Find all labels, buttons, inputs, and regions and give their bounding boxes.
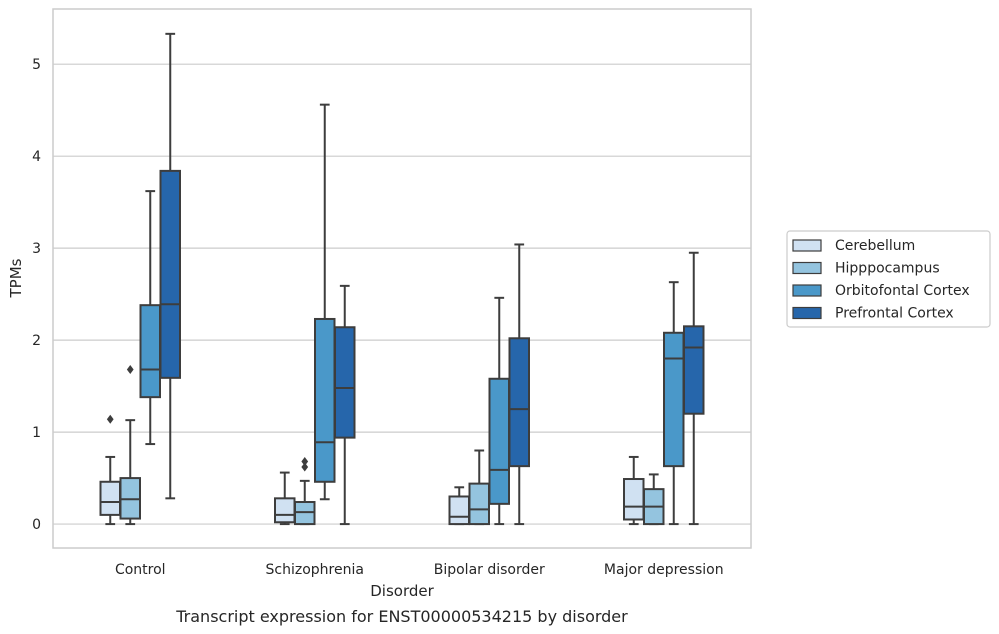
box-cerebellum-2 <box>448 486 470 526</box>
box-iqr <box>274 497 296 524</box>
box-orbitofontal-cortex-2 <box>488 296 510 526</box>
outlier-point <box>106 414 114 424</box>
box-iqr <box>488 377 510 505</box>
legend-swatch <box>792 306 822 320</box>
box-iqr <box>334 326 356 439</box>
box-prefrontal-cortex-3 <box>683 251 705 526</box>
box-hipppocampus-0 <box>119 365 141 526</box>
box-cerebellum-3 <box>623 455 645 526</box>
legend-label: Cerebellum <box>835 238 915 254</box>
x-tick-label: Schizophrenia <box>266 562 364 578</box>
y-tick-label: 4 <box>32 149 41 165</box>
y-tick-label: 2 <box>32 333 41 349</box>
y-tick-label: 1 <box>32 425 41 441</box>
box-iqr <box>683 325 705 415</box>
box-iqr <box>468 482 490 526</box>
legend-swatch <box>792 261 822 275</box>
legend-label: Prefrontal Cortex <box>835 306 954 322</box>
box-hipppocampus-1 <box>294 457 316 526</box>
legend-swatch <box>792 284 822 297</box>
box-hipppocampus-2 <box>468 449 490 526</box>
box-orbitofontal-cortex-0 <box>139 190 161 446</box>
box-prefrontal-cortex-1 <box>334 284 356 526</box>
legend-swatch <box>792 239 822 252</box>
box-iqr <box>139 304 161 399</box>
box-prefrontal-cortex-0 <box>159 32 181 500</box>
legend-label: Hipppocampus <box>835 261 940 277</box>
plot-area: 0 1 2 3 4 5 Control Schizophrenia Bipolar disord… <box>32 8 752 578</box>
x-tick-label: Bipolar disorder <box>434 562 545 578</box>
box-hipppocampus-3 <box>643 473 665 526</box>
y-tick-label: 3 <box>32 241 41 257</box>
box-iqr <box>663 331 685 468</box>
box-iqr <box>623 478 645 521</box>
box-iqr <box>99 480 121 516</box>
outlier-point <box>301 462 309 472</box>
x-tick-label: Major depression <box>604 562 724 578</box>
x-axis-title: Disorder <box>370 582 434 600</box>
chart-caption: Transcript expression for ENST0000053421… <box>175 607 628 626</box>
outlier-point <box>301 457 309 467</box>
y-tick-label: 5 <box>32 57 41 73</box>
box-iqr <box>508 337 530 468</box>
box-cerebellum-0 <box>99 414 121 526</box>
box-prefrontal-cortex-2 <box>508 243 530 526</box>
box-iqr <box>448 495 470 526</box>
y-axis-title: TPMs <box>7 258 25 298</box>
x-tick-label: Control <box>115 562 166 578</box>
legend-frame <box>786 230 991 328</box>
box-orbitofontal-cortex-1 <box>314 103 336 501</box>
box-cerebellum-1 <box>274 471 296 526</box>
plot-frame <box>52 8 752 549</box>
outlier-point <box>126 365 134 375</box>
box-iqr <box>159 169 181 379</box>
box-iqr <box>314 317 336 483</box>
box-orbitofontal-cortex-3 <box>663 281 685 526</box>
legend-label: Orbitofontal Cortex <box>835 283 970 299</box>
legend: Cerebellum Hipppocampus Orbitofontal Corte… <box>786 230 991 328</box>
y-tick-label: 0 <box>32 517 41 533</box>
